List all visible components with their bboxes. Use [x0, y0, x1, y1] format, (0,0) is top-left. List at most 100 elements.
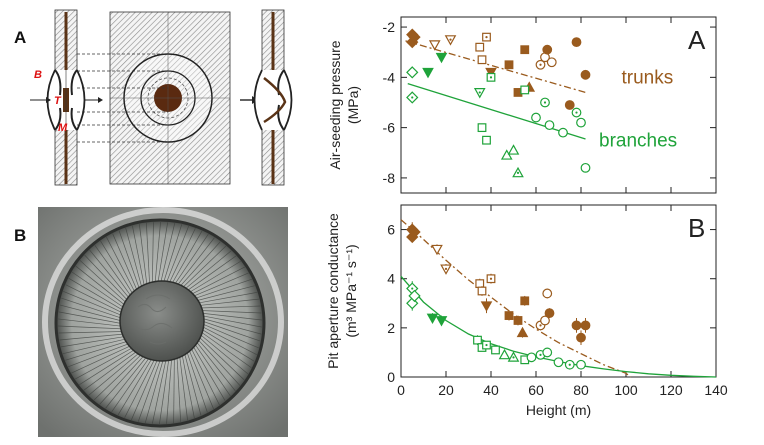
y-axis-label: Pit aperture conductance: [325, 213, 341, 369]
margo-strand: [75, 265, 126, 306]
pit-micrograph: [38, 207, 288, 437]
margo-strand: [195, 285, 255, 302]
pit-schematic: B T M: [30, 9, 293, 186]
data-point: [498, 348, 511, 360]
margo-strand: [194, 343, 231, 397]
margo-strand: [71, 345, 132, 374]
x-tick-label: 40: [483, 382, 499, 398]
x-tick-label: 100: [614, 382, 638, 398]
margo-strand: [197, 338, 241, 386]
margo-strand: [59, 304, 123, 322]
panel-letter: A: [688, 25, 706, 55]
margo-strand: [74, 347, 134, 380]
data-point: [576, 332, 586, 343]
data-point: [542, 44, 553, 55]
data-point: [475, 42, 485, 52]
margo-strand: [146, 222, 150, 285]
data-point: [564, 100, 575, 110]
margo-strand: [199, 305, 261, 309]
x-tick-label: 0: [397, 382, 405, 398]
margo-strand: [124, 358, 156, 418]
margo-strand: [132, 225, 145, 287]
margo-strand: [179, 241, 221, 288]
data-point: [531, 112, 541, 123]
data-point: [571, 37, 582, 48]
y-tick-label: 2: [387, 320, 395, 336]
margo-strand: [112, 233, 138, 292]
margo-strand: [188, 349, 214, 410]
data-point: [542, 288, 553, 299]
margo-strand: [186, 350, 208, 413]
margo-strand: [59, 333, 125, 341]
data-point: [485, 67, 497, 79]
data-point: [516, 326, 529, 338]
margo-strand: [176, 237, 215, 286]
margo-strand: [198, 336, 245, 381]
margo-strand: [201, 312, 262, 321]
data-point-dot: [539, 353, 542, 356]
margo-strand: [62, 338, 127, 355]
y-tick-label: -6: [383, 120, 396, 136]
margo-strand: [190, 266, 246, 295]
margo-strand: [88, 352, 140, 396]
label-border: B: [34, 69, 42, 81]
margo-strand: [184, 352, 202, 416]
data-point-dot: [516, 171, 520, 174]
data-point-dot: [539, 324, 542, 327]
y-tick-label: 4: [387, 271, 395, 287]
panel-a-air-seeding: -2 -4 -6 -8 Air-seeding pressure (MPa) Atrunks…: [327, 16, 717, 194]
margo-strand: [89, 249, 130, 299]
margo-strand: [65, 284, 124, 314]
margo-strand: [131, 358, 159, 421]
data-point-dot: [512, 356, 515, 359]
margo-strand: [68, 277, 124, 311]
y-tick-label: -2: [383, 19, 396, 35]
margo-strand: [200, 331, 252, 369]
x-axis-label: Height (m): [526, 402, 591, 418]
margo-strand: [144, 358, 164, 424]
margo-strand: [58, 331, 124, 334]
margo-strands: [58, 221, 262, 425]
height-charts: -2 -4 -6 -8 Air-seeding pressure (MPa) Atrunks…: [325, 16, 728, 418]
margo-strand: [71, 271, 125, 309]
data-point: [576, 359, 586, 370]
data-point-dot: [449, 38, 452, 41]
data-point: [571, 320, 582, 331]
margo-strand: [83, 350, 138, 391]
series-label-branches: branches: [599, 130, 677, 151]
data-point: [580, 320, 591, 331]
x-tick-label: 140: [704, 382, 728, 398]
data-point: [542, 347, 553, 358]
margo-strand: [151, 358, 167, 424]
panel-letter: B: [688, 213, 705, 243]
margo-strand: [188, 260, 241, 294]
y-axis-label-units: (MPa): [345, 86, 361, 124]
margo-strand: [111, 356, 150, 413]
margo-strand: [138, 224, 148, 286]
data-point: [504, 60, 514, 70]
fit-curve-trunks: [400, 219, 631, 378]
margo-strand: [201, 320, 261, 342]
y-axis-label: Air-seeding pressure: [327, 40, 343, 169]
margo-strand: [174, 233, 209, 286]
data-point: [504, 311, 514, 320]
margo-strand: [118, 230, 140, 290]
data-point: [526, 352, 537, 363]
margo-strand: [58, 311, 123, 324]
y-tick-label: -4: [383, 69, 396, 85]
margo-strand: [179, 355, 188, 421]
margo-strand: [195, 340, 236, 392]
torus: [119, 280, 205, 362]
y-tick-label: -8: [383, 170, 396, 186]
data-point-dot: [489, 277, 493, 280]
y-axis-label-units: (m³ MPa⁻¹ s⁻¹): [343, 244, 359, 337]
margo-strand: [79, 348, 136, 386]
data-point-dot: [485, 343, 488, 347]
margo-strand: [199, 333, 249, 375]
margo-strand: [61, 297, 123, 319]
data-point-dot: [411, 287, 414, 290]
margo-strand: [99, 354, 145, 405]
data-point: [435, 316, 448, 327]
margo-strand: [201, 318, 262, 335]
